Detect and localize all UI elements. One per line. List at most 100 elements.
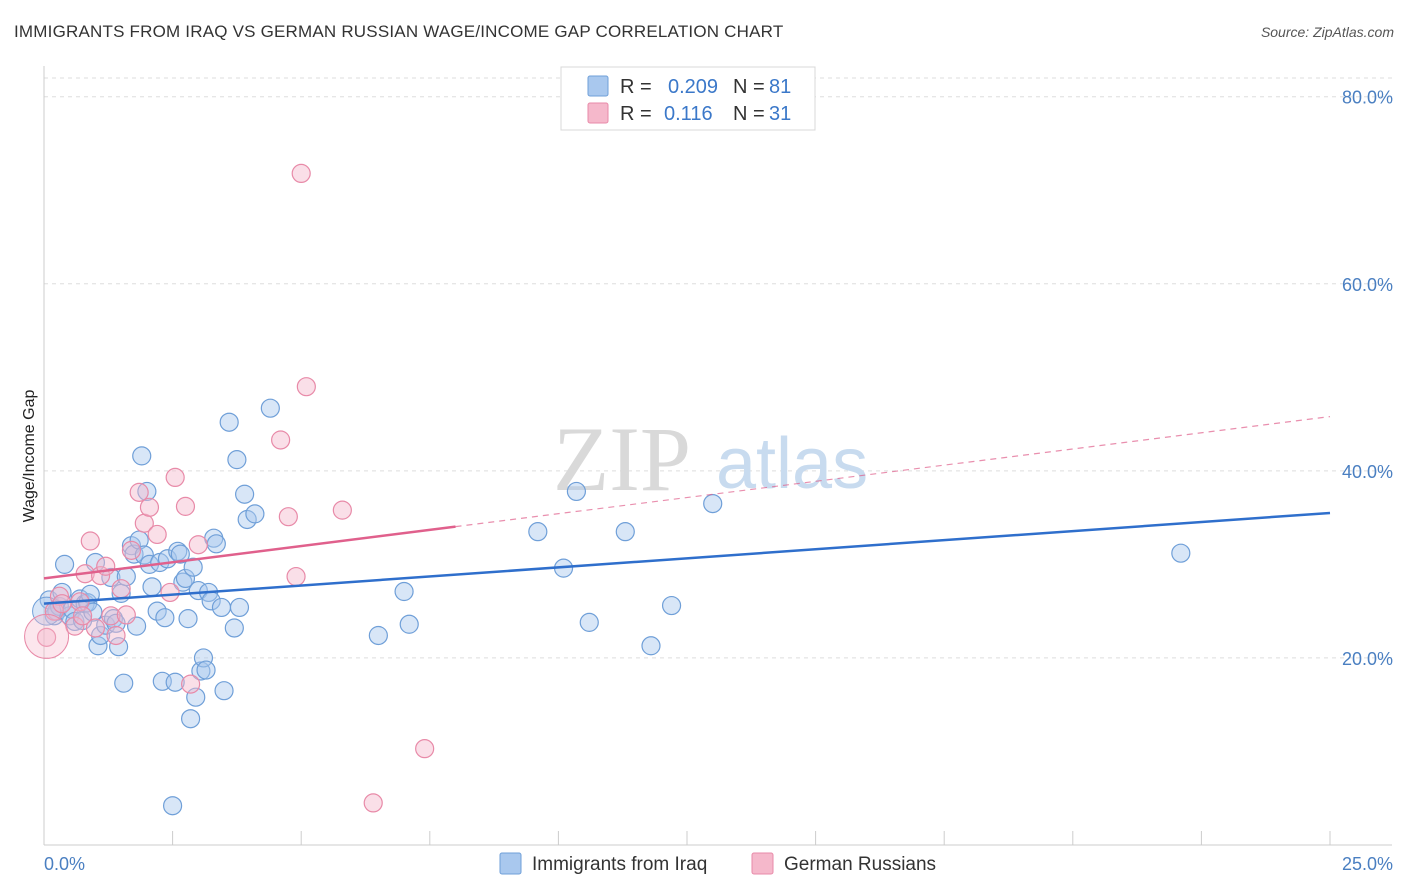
- iraq-point-73: [566, 481, 587, 502]
- iraq-point-41: [165, 672, 185, 692]
- trend-line-german-russian-solid: [43, 525, 456, 580]
- bottom-legend: Immigrants from Iraq German Russians: [499, 852, 936, 875]
- german-russian-cluster-point: [24, 613, 70, 659]
- iraq-point-78: [703, 493, 723, 514]
- chart-source: Source: ZipAtlas.com: [1260, 24, 1394, 40]
- german-russian-point-17: [129, 482, 149, 502]
- x-tick-label-min: 0.0%: [44, 854, 85, 874]
- trend-line-iraq: [43, 511, 1331, 605]
- german-russian-point-22: [165, 467, 185, 488]
- y-tick-label-80: 80.0%: [1342, 88, 1393, 108]
- legend-swatch-pink: [587, 102, 609, 124]
- iraq-point-66: [245, 504, 265, 524]
- legend-swatch-blue: [587, 75, 609, 97]
- german-russian-point-15: [116, 605, 136, 625]
- iraq-point-57: [206, 534, 226, 554]
- iraq-point-14: [83, 602, 103, 622]
- iraq-point-32: [137, 481, 157, 502]
- german-russian-point-31: [332, 500, 352, 520]
- legend-r-value-1: 0.209: [668, 76, 718, 98]
- y-axis-label: Wage/Income Gap: [21, 390, 38, 523]
- legend-r-label-1: R =: [620, 76, 652, 98]
- iraq-point-31: [134, 545, 154, 565]
- german-russian-point-21: [160, 582, 180, 603]
- iraq-point-52: [193, 648, 214, 668]
- german-russian-point-25: [188, 535, 208, 555]
- iraq-point-40: [163, 796, 183, 816]
- german-russian-point-27: [278, 507, 298, 527]
- y-tick-label-20: 20.0%: [1342, 649, 1393, 669]
- bottom-legend-label-german-russians: German Russians: [784, 854, 936, 875]
- iraq-point-58: [211, 597, 232, 618]
- legend-r-value-2: 0.116: [664, 103, 713, 125]
- german-russian-point-26: [271, 430, 291, 450]
- iraq-point-43: [170, 544, 190, 564]
- iraq-point-22: [108, 637, 129, 657]
- iraq-point-5: [54, 554, 75, 574]
- iraq-point-35: [147, 601, 167, 621]
- german-russian-point-13: [106, 625, 126, 646]
- iraq-point-47: [181, 709, 201, 729]
- iraq-point-46: [178, 609, 198, 629]
- legend-n-label-2: N =: [733, 103, 765, 125]
- german-russian-point-23: [175, 496, 196, 516]
- series-iraq-points: [32, 398, 1191, 816]
- iraq-point-69: [394, 581, 414, 602]
- iraq-point-77: [661, 595, 682, 616]
- iraq-point-67: [260, 398, 280, 418]
- german-russian-point-32: [363, 793, 383, 813]
- legend-r-label-2: R =: [620, 103, 652, 125]
- y-tick-label-40: 40.0%: [1342, 462, 1393, 482]
- bottom-legend-label-iraq: Immigrants from Iraq: [532, 854, 707, 875]
- iraq-point-70: [399, 614, 419, 634]
- x-tick-label-max: 25.0%: [1342, 854, 1393, 874]
- iraq-point-53: [196, 660, 216, 680]
- iraq-point-71: [528, 522, 548, 542]
- german-russian-point-2: [49, 586, 70, 606]
- trend-line-german-russian-dashed: [455, 416, 1331, 528]
- iraq-point-74: [579, 612, 599, 632]
- iraq-point-38: [155, 608, 175, 628]
- german-russian-point-28: [286, 566, 306, 587]
- iraq-point-60: [219, 412, 239, 432]
- watermark-atlas: atlas: [716, 424, 868, 504]
- iraq-point-64: [235, 484, 255, 504]
- legend-n-label-1: N =: [733, 76, 765, 98]
- iraq-point-59: [214, 681, 234, 701]
- legend-n-value-2: 31: [769, 103, 791, 125]
- german-russian-point-9: [85, 618, 106, 638]
- iraq-point-63: [229, 597, 250, 618]
- iraq-point-24: [114, 673, 134, 693]
- iraq-point-75: [615, 522, 635, 542]
- series-german-russian-points: [24, 163, 435, 813]
- iraq-point-76: [641, 636, 661, 656]
- legend: R = 0.209 N = 81 R = 0.116 N = 31: [560, 66, 816, 131]
- german-russian-point-8: [80, 531, 100, 551]
- german-russian-point-30: [291, 163, 311, 184]
- watermark: ZIP atlas: [553, 408, 868, 510]
- german-russian-point-16: [121, 540, 142, 560]
- iraq-point-62: [227, 450, 247, 470]
- iraq-point-79: [1171, 543, 1191, 563]
- legend-n-value-1: 81: [769, 76, 791, 98]
- german-russian-point-14: [111, 579, 131, 599]
- iraq-point-68: [368, 625, 388, 646]
- german-russian-point-29: [296, 377, 316, 397]
- iraq-point-42: [168, 541, 188, 561]
- watermark-zip: ZIP: [553, 408, 691, 510]
- y-tick-label-60: 60.0%: [1342, 275, 1393, 295]
- german-russian-point-20: [147, 524, 167, 545]
- bottom-legend-swatch-german-russians: [751, 852, 774, 875]
- iraq-point-30: [132, 446, 152, 466]
- iraq-point-34: [142, 577, 162, 597]
- german-russian-point-19: [139, 497, 160, 517]
- bottom-legend-swatch-iraq: [499, 852, 522, 875]
- chart-title: IMMIGRANTS FROM IRAQ VS GERMAN RUSSIAN W…: [14, 22, 784, 41]
- german-russian-point-12: [101, 606, 121, 626]
- grid-lines: [44, 77, 1392, 659]
- iraq-point-61: [224, 618, 244, 638]
- german-russian-point-33: [415, 739, 435, 759]
- german-russian-point-24: [181, 674, 201, 694]
- tick-labels: 20.0% 40.0% 60.0% 80.0% 0.0% 25.0%: [44, 88, 1393, 874]
